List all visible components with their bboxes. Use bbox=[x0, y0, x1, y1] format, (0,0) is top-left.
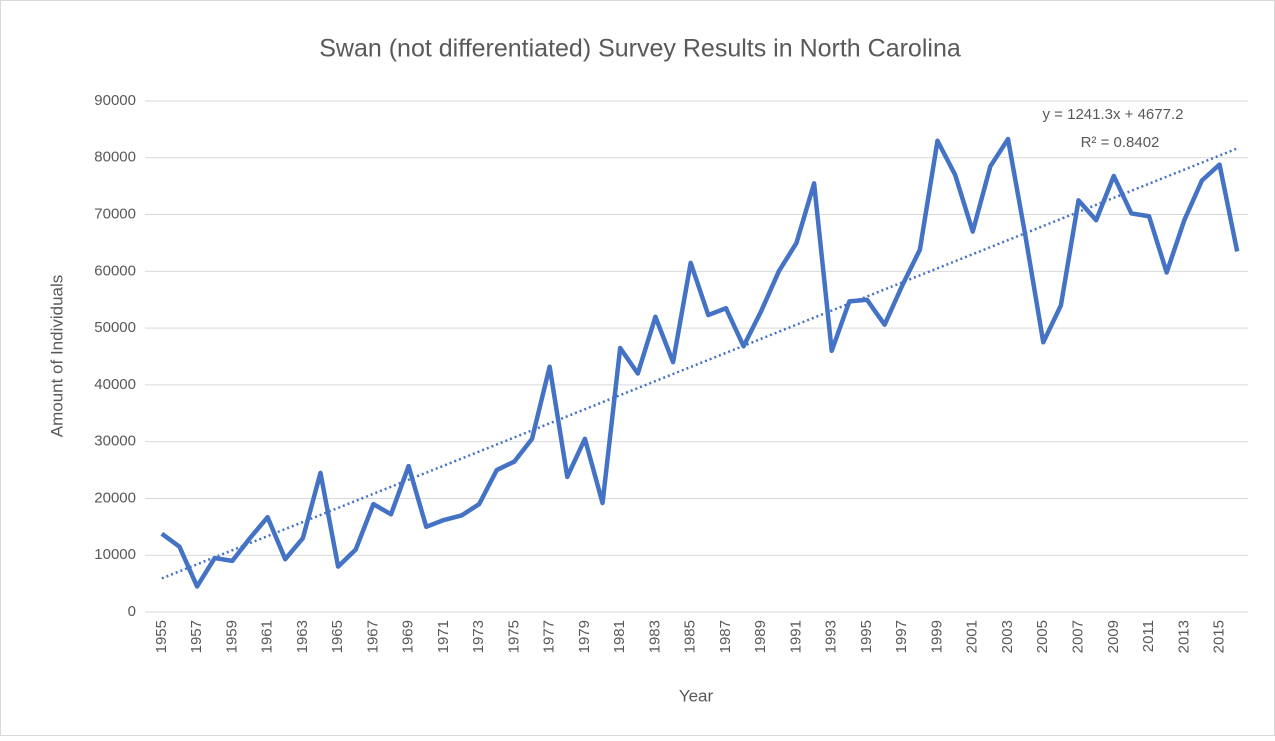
x-tick-label: 1985 bbox=[682, 620, 699, 653]
x-tick-label: 1981 bbox=[611, 620, 628, 653]
x-tick-label: 1989 bbox=[752, 620, 769, 653]
y-tick-label: 30000 bbox=[94, 433, 136, 450]
x-tick-label: 1967 bbox=[364, 620, 381, 653]
y-tick-label: 10000 bbox=[94, 546, 136, 563]
x-tick-label: 1995 bbox=[858, 620, 875, 653]
y-tick-label: 90000 bbox=[94, 92, 136, 109]
x-tick-label: 1971 bbox=[435, 620, 452, 653]
x-tick-label: 1999 bbox=[928, 620, 945, 653]
x-tick-label: 1975 bbox=[505, 620, 522, 653]
x-tick-label: 2009 bbox=[1105, 620, 1122, 653]
trendline bbox=[161, 147, 1238, 580]
y-tick-label: 80000 bbox=[94, 149, 136, 166]
x-tick-label: 1997 bbox=[893, 620, 910, 653]
x-tick-label: 1973 bbox=[470, 620, 487, 653]
data-line bbox=[160, 136, 1240, 589]
x-axis-title: Year bbox=[679, 686, 714, 705]
trend-r-squared: R² = 0.8402 bbox=[1081, 134, 1160, 151]
x-tick-label: 1963 bbox=[294, 620, 311, 653]
y-tick-label: 40000 bbox=[94, 376, 136, 393]
x-tick-label: 2011 bbox=[1140, 620, 1157, 652]
y-axis-title: Amount of Individuals bbox=[47, 275, 66, 438]
y-tick-label: 70000 bbox=[94, 206, 136, 223]
chart-title: Swan (not differentiated) Survey Results… bbox=[319, 35, 961, 63]
x-tick-label: 1987 bbox=[717, 620, 734, 653]
trend-equation: y = 1241.3x + 4677.2 bbox=[1043, 106, 1184, 123]
x-tick-label: 1957 bbox=[188, 620, 205, 653]
x-tick-label: 1965 bbox=[329, 620, 346, 653]
x-tick-label: 1959 bbox=[223, 620, 240, 653]
x-tick-label: 2003 bbox=[999, 620, 1016, 653]
x-tick-label: 2001 bbox=[964, 620, 981, 653]
y-tick-label: 50000 bbox=[94, 319, 136, 336]
x-tick-label: 1993 bbox=[823, 620, 840, 653]
x-tick-label: 2013 bbox=[1175, 620, 1192, 653]
x-tick-label: 2015 bbox=[1211, 620, 1228, 653]
x-tick-label: 1955 bbox=[153, 620, 170, 653]
x-tick-label: 2005 bbox=[1034, 620, 1051, 653]
x-tick-label: 1983 bbox=[646, 620, 663, 653]
x-tick-label: 1969 bbox=[400, 620, 417, 653]
x-tick-label: 1977 bbox=[541, 620, 558, 653]
x-tick-label: 1991 bbox=[787, 620, 804, 653]
x-tick-label: 1961 bbox=[259, 620, 276, 653]
y-tick-label: 0 bbox=[128, 603, 136, 620]
y-tick-label: 20000 bbox=[94, 489, 136, 506]
x-tick-label: 1979 bbox=[576, 620, 593, 653]
y-tick-label: 60000 bbox=[94, 262, 136, 279]
x-tick-label: 2007 bbox=[1069, 620, 1086, 653]
